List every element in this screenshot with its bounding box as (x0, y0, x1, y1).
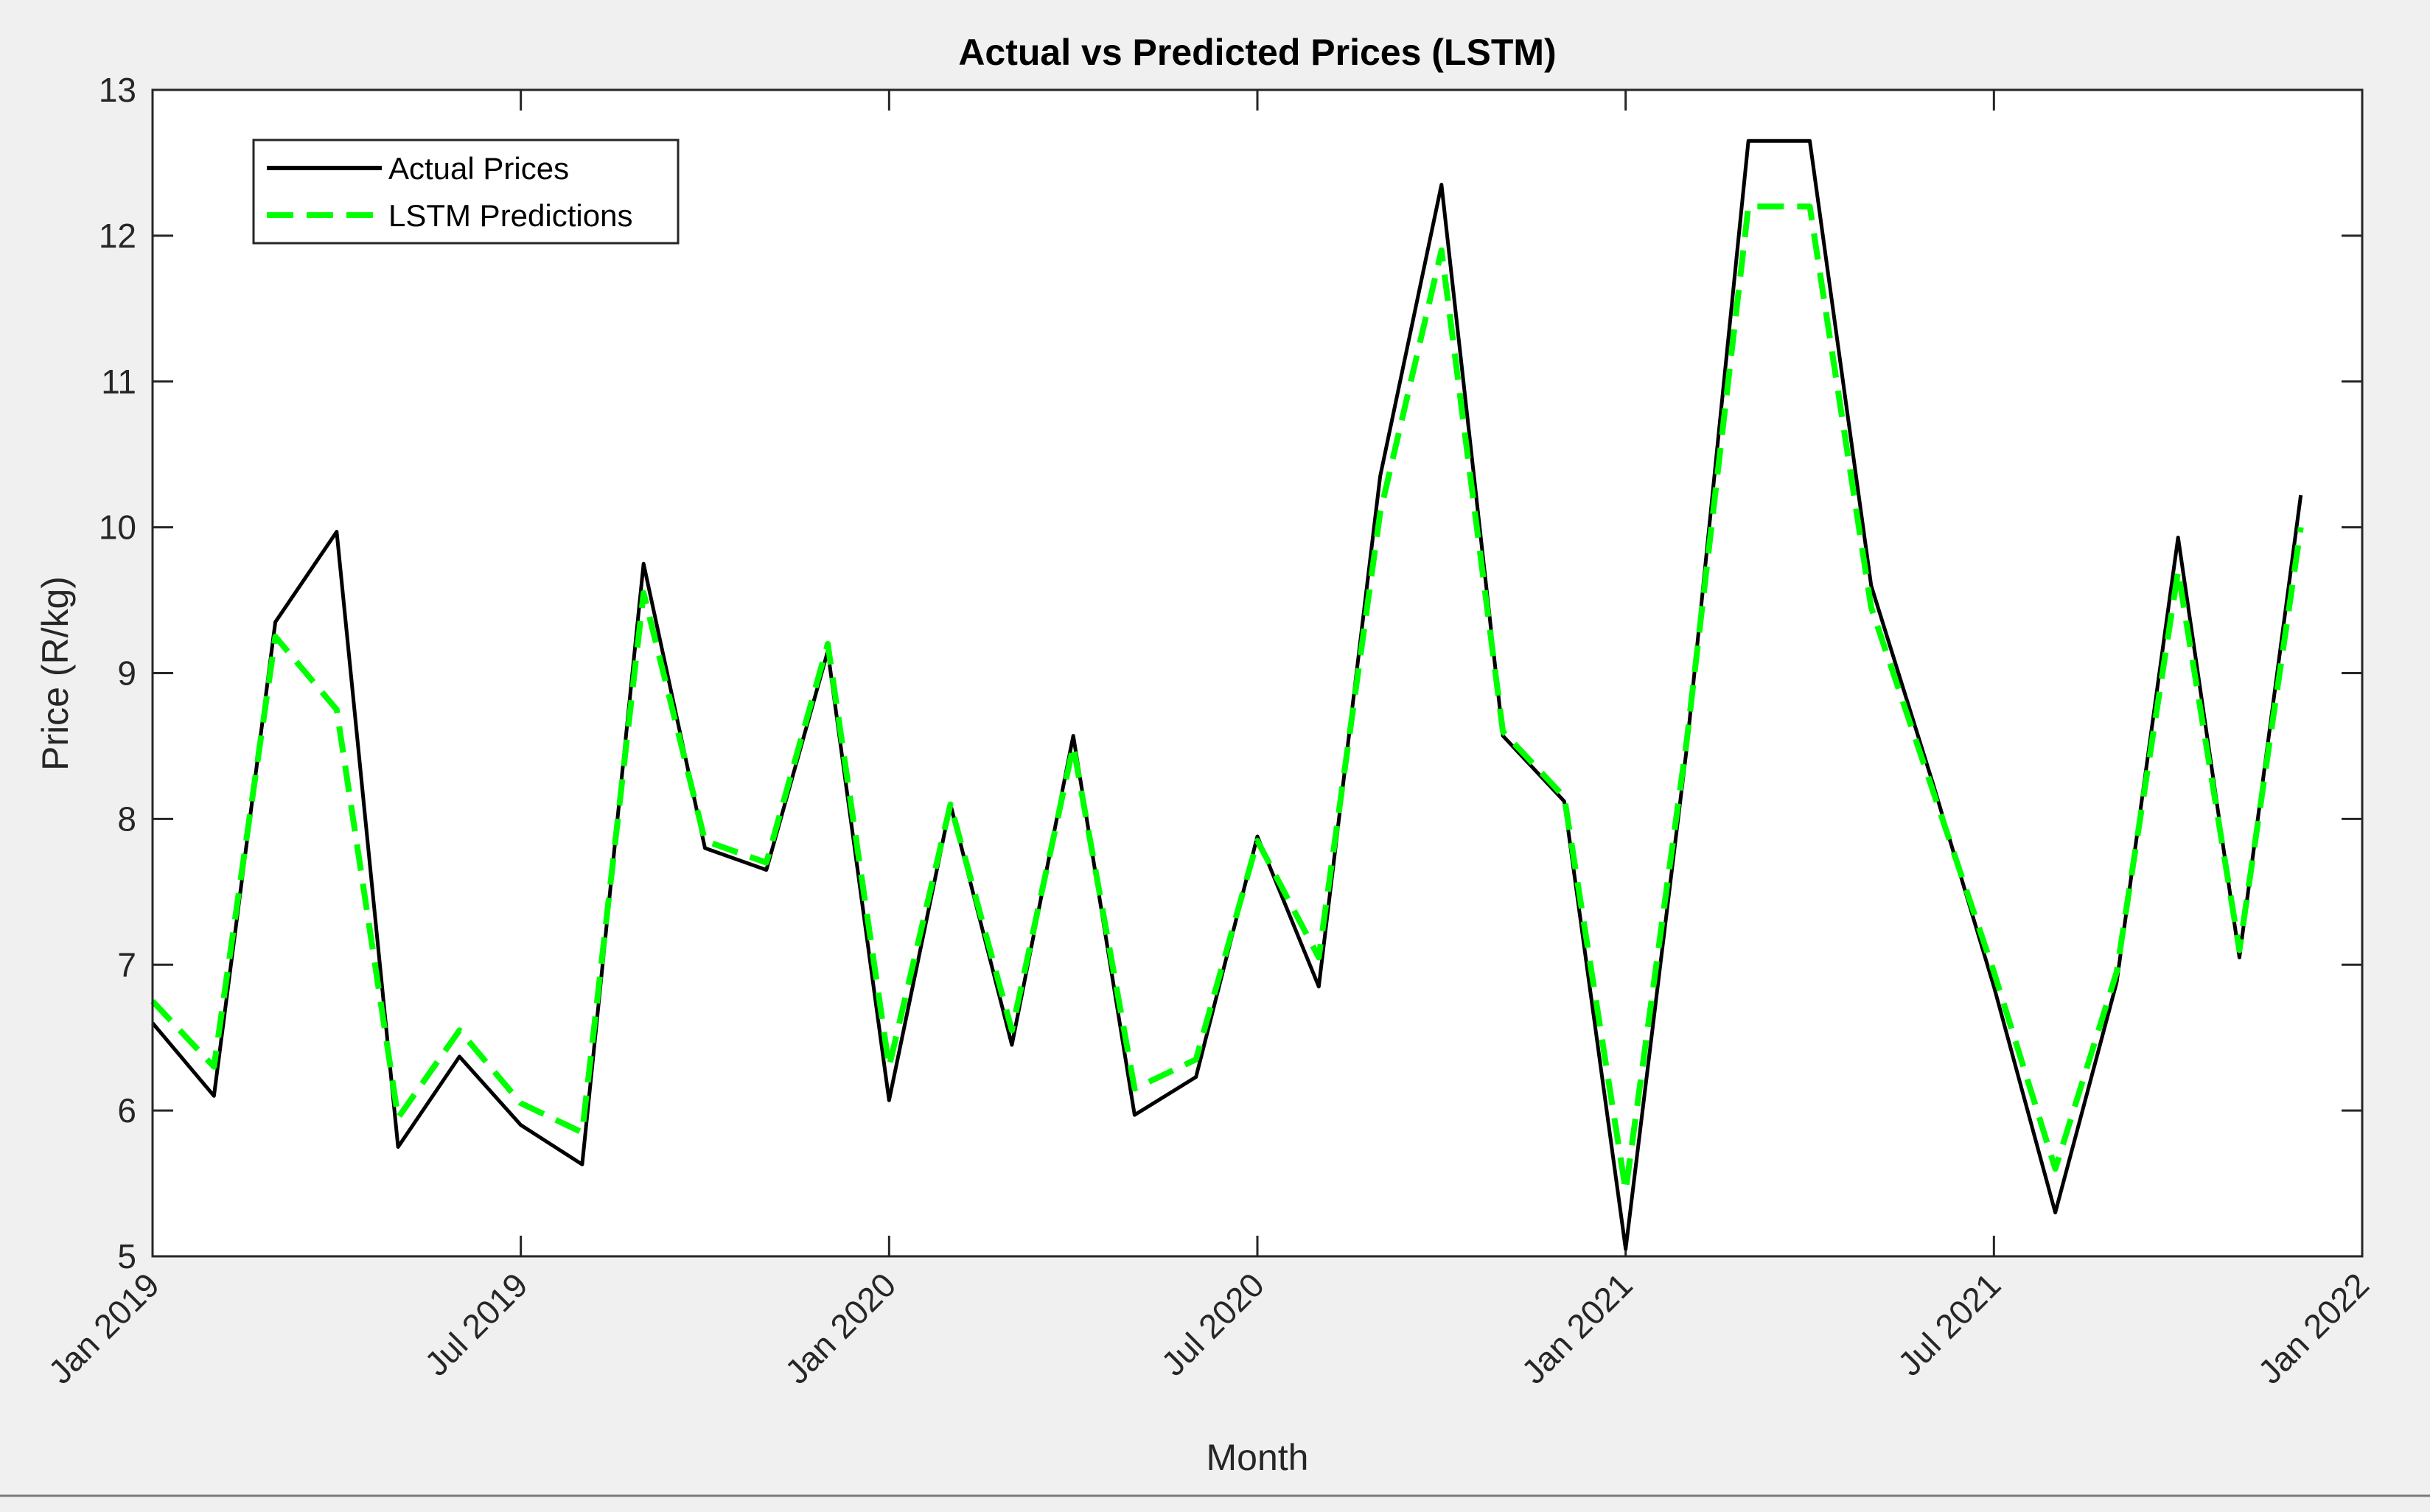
lstm-prediction-point (1870, 606, 1873, 609)
lstm-prediction-point (1563, 796, 1565, 799)
lstm-prediction-point (642, 592, 645, 595)
actual-price-point (1256, 835, 1259, 838)
x-tick-label: Jul 2019 (417, 1265, 535, 1383)
lstm-prediction-point (581, 1131, 584, 1134)
axes-box (151, 88, 2364, 1258)
lstm-prediction-point (397, 1116, 399, 1119)
lstm-prediction-point (826, 643, 829, 645)
legend-box (252, 139, 680, 245)
actual-price-point (397, 1146, 399, 1149)
y-tick-label: 6 (117, 1091, 136, 1130)
actual-price-point (458, 1055, 461, 1058)
lstm-prediction-point (2115, 970, 2118, 973)
lstm-prediction-point (1317, 956, 1320, 959)
lstm-prediction-point (1256, 839, 1259, 842)
actual-price-point (1440, 183, 1443, 186)
actual-price-point (1379, 475, 1382, 477)
x-tick-label: Jan 2020 (778, 1265, 904, 1391)
actual-price-point (274, 620, 277, 623)
y-tick-label: 5 (117, 1237, 136, 1275)
window-strip (0, 1496, 2430, 1512)
y-tick-label: 8 (117, 799, 136, 838)
legend: Actual Prices LSTM Predictions (252, 139, 680, 245)
actual-price-point (1624, 1247, 1627, 1250)
lstm-prediction-point (1195, 1058, 1198, 1061)
actual-price-point (2300, 494, 2302, 497)
x-tick-label: Jan 2021 (1514, 1265, 1640, 1391)
actual-price-point (704, 847, 707, 850)
lstm-prediction-point (1379, 511, 1382, 514)
lstm-prediction-point (1686, 738, 1689, 741)
lstm-prediction-point (458, 1029, 461, 1032)
legend-lstm-label: LSTM Predictions (388, 198, 632, 233)
y-tick-label: 7 (117, 945, 136, 984)
actual-price-point (1010, 1043, 1013, 1046)
lstm-prediction-point (2054, 1167, 2057, 1170)
lstm-prediction-point (274, 635, 277, 638)
lstm-prediction-point (1133, 1087, 1136, 1090)
plot-area (153, 90, 2362, 1256)
actual-price-point (765, 869, 768, 872)
lstm-prediction-point (1010, 1029, 1013, 1032)
lstm-prediction-point (2176, 570, 2179, 573)
y-tick-label: 13 (99, 71, 136, 109)
actual-price-point (1747, 139, 1750, 142)
x-tick-label: Jan 2022 (2250, 1265, 2376, 1391)
y-tick-label: 10 (99, 508, 136, 547)
lstm-prediction-point (704, 839, 707, 842)
series-layer (150, 139, 2304, 1251)
x-tick-label: Jan 2019 (41, 1265, 167, 1391)
lstm-prediction-point (1072, 744, 1075, 747)
lstm-prediction-point (2238, 949, 2241, 952)
actual-price-point (520, 1124, 523, 1127)
lstm-prediction-point (1809, 205, 1812, 208)
actual-price-point (1809, 139, 1812, 142)
lstm-prediction-point (520, 1102, 523, 1105)
x-tick-label: Jul 2020 (1153, 1265, 1271, 1383)
actual-price-point (2054, 1211, 2057, 1214)
actual-price-point (335, 531, 338, 533)
y-tick-label: 11 (101, 363, 136, 401)
chart-title: Actual vs Predicted Prices (LSTM) (958, 32, 1556, 73)
lstm-prediction-point (1501, 730, 1504, 733)
actual-price-point (2176, 536, 2179, 539)
actual-price-point (581, 1163, 584, 1166)
lstm-prediction-point (1931, 788, 1934, 791)
actual-price-point (212, 1094, 215, 1097)
x-tick-label: Jul 2021 (1890, 1265, 2008, 1383)
lstm-prediction-point (949, 803, 952, 806)
actual-price-point (887, 1099, 890, 1102)
y-axis-label: Price (R/kg) (35, 576, 76, 771)
actual-price-point (1870, 584, 1873, 587)
x-axis-label: Month (1207, 1437, 1309, 1478)
lstm-prediction-point (1440, 249, 1443, 252)
actual-price-point (2238, 956, 2241, 959)
lstm-prediction-point (335, 708, 338, 711)
lstm-prediction-point (1624, 1189, 1627, 1192)
actual-price-point (1992, 985, 1995, 988)
actual-price-point (1133, 1113, 1136, 1116)
lstm-prediction-point (212, 1065, 215, 1068)
lstm-prediction-point (887, 1065, 890, 1068)
actual-price-point (1072, 735, 1075, 738)
actual-price-point (1563, 800, 1565, 803)
y-tick-label: 12 (99, 217, 136, 255)
lstm-prediction-point (765, 861, 768, 864)
y-tick-label: 9 (117, 654, 136, 693)
legend-actual-label: Actual Prices (388, 151, 569, 186)
actual-price-point (1195, 1076, 1198, 1079)
lstm-prediction-point (1747, 205, 1750, 208)
actual-price-point (642, 562, 645, 565)
actual-price-point (1317, 985, 1320, 988)
lstm-prediction-point (1992, 970, 1995, 973)
series-line-lstm-predictions (150, 203, 2304, 1194)
lstm-prediction-point (2300, 526, 2302, 529)
